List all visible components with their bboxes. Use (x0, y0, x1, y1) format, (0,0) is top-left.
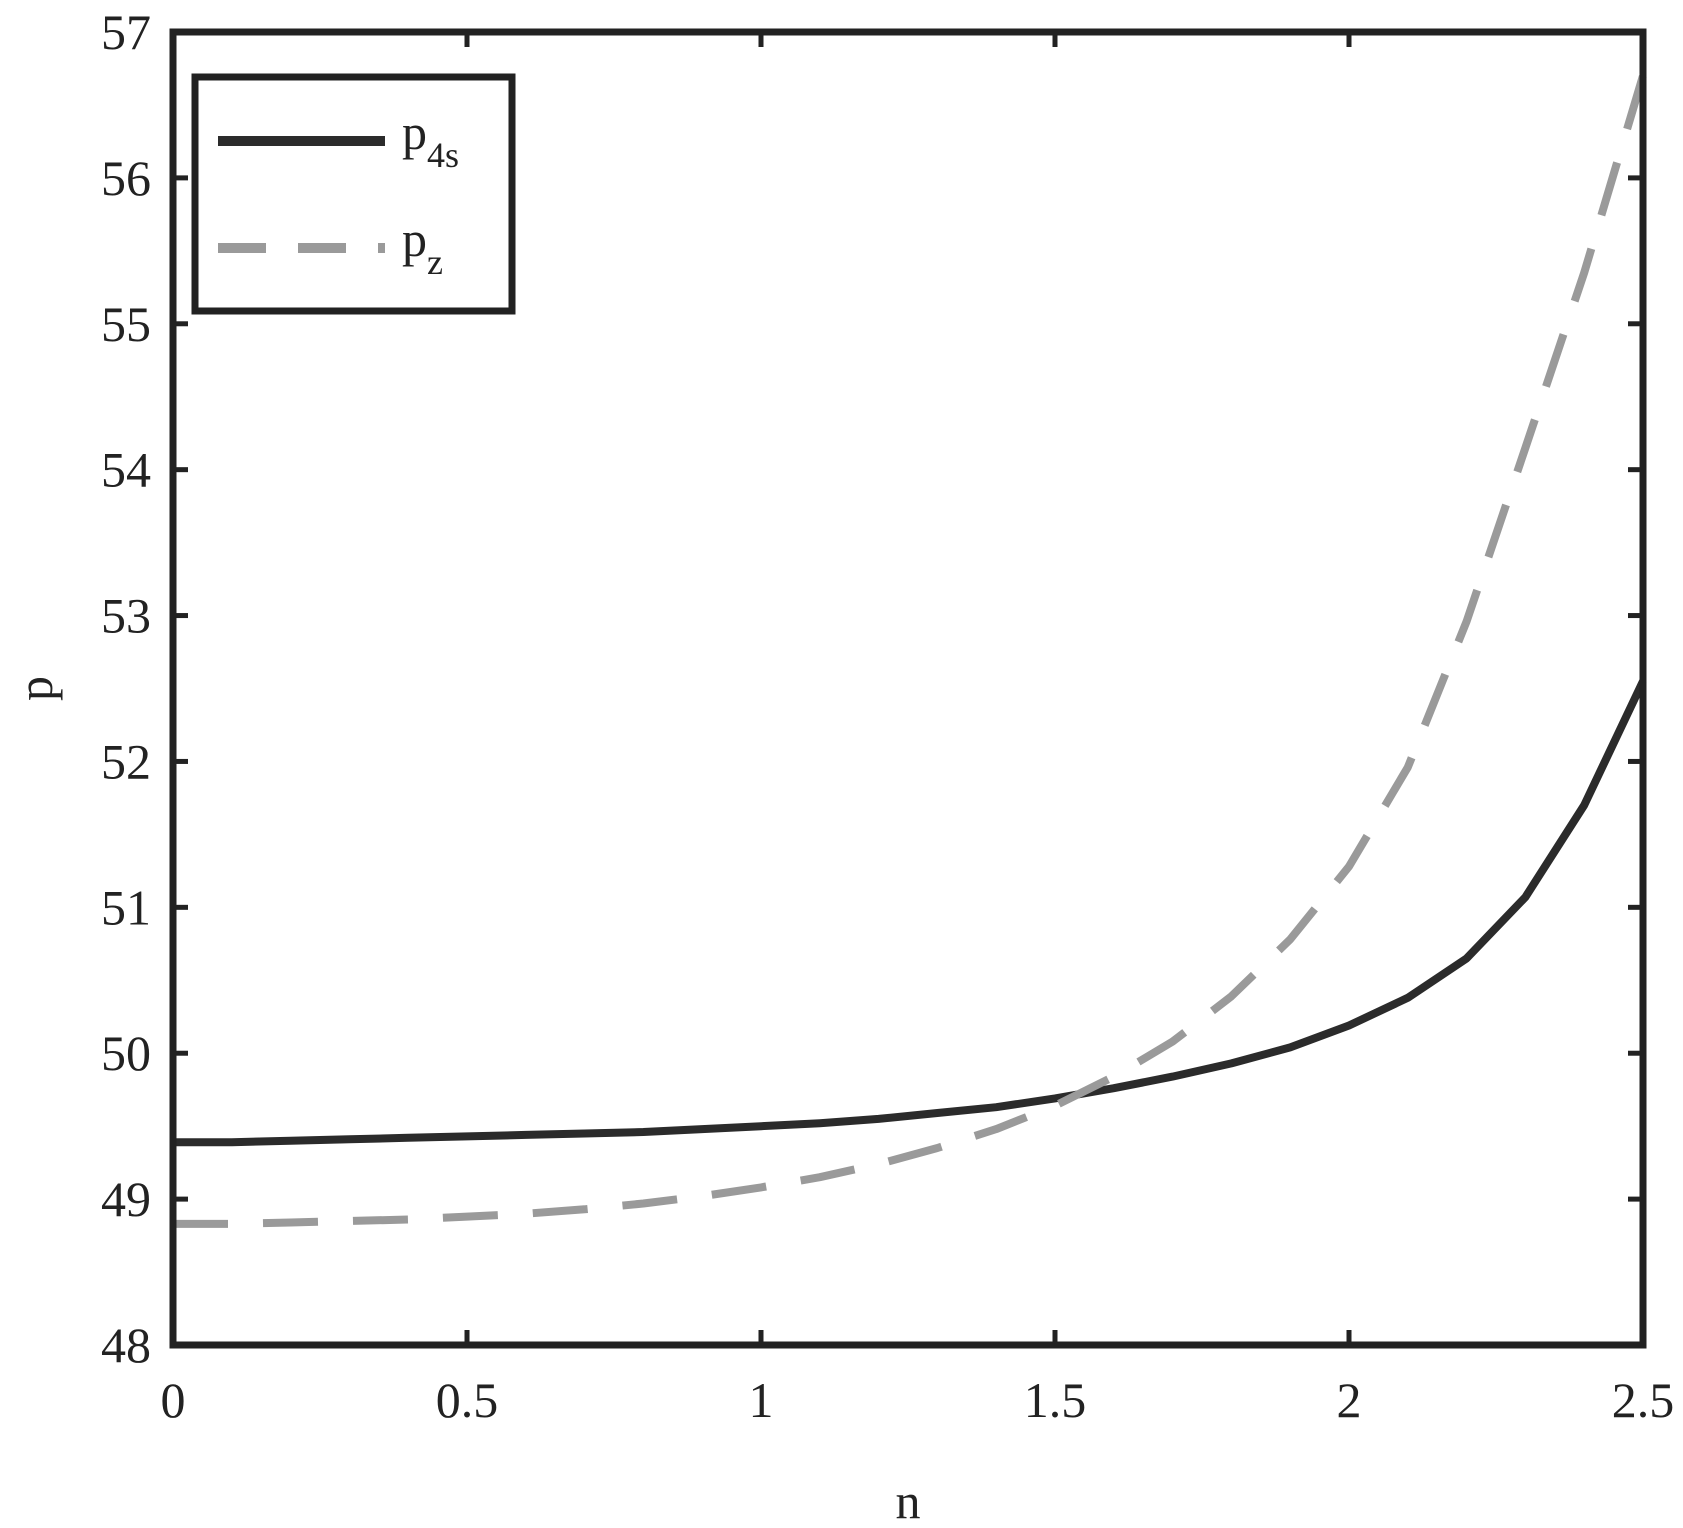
y-tick-label: 48 (101, 1317, 151, 1373)
y-tick-label: 53 (101, 588, 151, 644)
x-tick-label: 0 (161, 1372, 186, 1428)
y-tick-label: 57 (101, 4, 151, 60)
x-tick-label: 0.5 (436, 1372, 499, 1428)
y-tick-label: 56 (101, 150, 151, 206)
legend-label: pz (402, 211, 443, 282)
y-tick-label: 55 (101, 296, 151, 352)
y-tick-label: 50 (101, 1025, 151, 1081)
y-tick-label: 54 (101, 442, 151, 498)
legend-label-base: p (402, 104, 427, 160)
axes-frame (169, 28, 1647, 1349)
plot-area (173, 74, 1647, 1228)
legend-label-subscript: z (427, 242, 443, 282)
y-tick-label: 52 (101, 733, 151, 789)
y-axis-label: p (7, 676, 63, 701)
x-axis-label: n (896, 1473, 921, 1528)
legend-label: p4s (402, 104, 459, 175)
series-line-p-4s (173, 679, 1647, 1147)
y-tick-label: 49 (101, 1171, 151, 1227)
legend-label-base: p (402, 211, 427, 267)
legend-box (191, 73, 516, 315)
x-tick-label: 1.5 (1024, 1372, 1087, 1428)
x-tick-label: 1 (749, 1372, 774, 1428)
series-line-p-z (173, 74, 1647, 1228)
y-tick-label: 51 (101, 879, 151, 935)
x-tick-label: 2.5 (1612, 1372, 1675, 1428)
y-axis-ticks: 48 49 50 51 52 53 54 55 56 57 (101, 4, 1643, 1373)
legend-label-subscript: 4s (427, 135, 459, 175)
x-tick-label: 2 (1337, 1372, 1362, 1428)
x-axis-ticks: 0 0.5 1 1.5 2 2.5 (161, 32, 1675, 1428)
